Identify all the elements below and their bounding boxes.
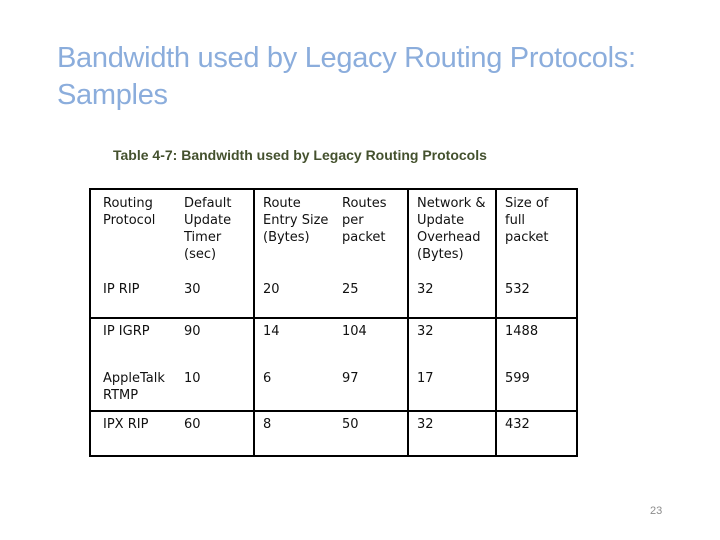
column-header-routing-protocol: Routing Protocol xyxy=(103,196,156,228)
cell-route-entry-size: 20 xyxy=(263,282,280,297)
cell-update-timer: 60 xyxy=(176,410,255,456)
table-header-row: Routing Protocol Default Update Timer (s… xyxy=(90,189,577,279)
cell-full-packet-size: 599 xyxy=(505,371,530,386)
cell-full-packet-size: 1488 xyxy=(496,317,577,369)
column-header-network-update-overhead: Network & Update Overhead (Bytes) xyxy=(408,189,497,279)
cell-protocol: IP RIP xyxy=(103,282,140,297)
cell-network-overhead: 32 xyxy=(408,410,497,456)
page-number: 23 xyxy=(650,505,663,517)
cell-full-packet-size: 432 xyxy=(496,410,577,456)
cell-network-overhead: 17 xyxy=(408,369,497,411)
cell-route-entry-size: 14 xyxy=(254,317,334,369)
cell-protocol: IPX RIP xyxy=(90,410,176,456)
cell-update-timer: 10 xyxy=(176,369,255,411)
cell-routes-per-packet: 25 xyxy=(334,279,409,318)
cell-protocol: AppleTalk RTMP xyxy=(103,371,165,403)
column-header-size-of-full-packet: Size of full packet xyxy=(505,196,549,245)
cell-network-overhead: 32 xyxy=(408,279,497,318)
cell-route-entry-size: 8 xyxy=(254,410,334,456)
bandwidth-table: Routing Protocol Default Update Timer (s… xyxy=(89,188,578,457)
cell-update-timer: 90 xyxy=(176,317,255,369)
table-row-ipx-rip: IPX RIP 60 8 50 32 432 xyxy=(90,410,577,456)
table-row-ip-igrp: IP IGRP 90 14 104 32 1488 xyxy=(90,317,577,369)
cell-routes-per-packet: 50 xyxy=(334,410,409,456)
table-row-ip-rip: IP RIP 30 20 25 32 532 xyxy=(90,279,577,318)
column-header-route-entry-size: Route Entry Size (Bytes) xyxy=(263,196,329,245)
cell-route-entry-size: 6 xyxy=(263,371,272,386)
slide-title: Bandwidth used by Legacy Routing Protoco… xyxy=(57,42,636,111)
table-row-appletalk-rtmp: AppleTalk RTMP 10 6 97 17 599 xyxy=(90,369,577,411)
cell-update-timer: 30 xyxy=(176,279,255,318)
cell-routes-per-packet: 97 xyxy=(334,369,409,411)
cell-protocol: IP IGRP xyxy=(90,317,176,369)
table-caption: Table 4-7: Bandwidth used by Legacy Rout… xyxy=(113,147,487,163)
cell-full-packet-size: 532 xyxy=(505,282,530,297)
column-header-routes-per-packet: Routes per packet xyxy=(334,189,409,279)
cell-routes-per-packet: 104 xyxy=(334,317,409,369)
cell-network-overhead: 32 xyxy=(408,317,497,369)
column-header-default-update-timer: Default Update Timer (sec) xyxy=(176,189,255,279)
